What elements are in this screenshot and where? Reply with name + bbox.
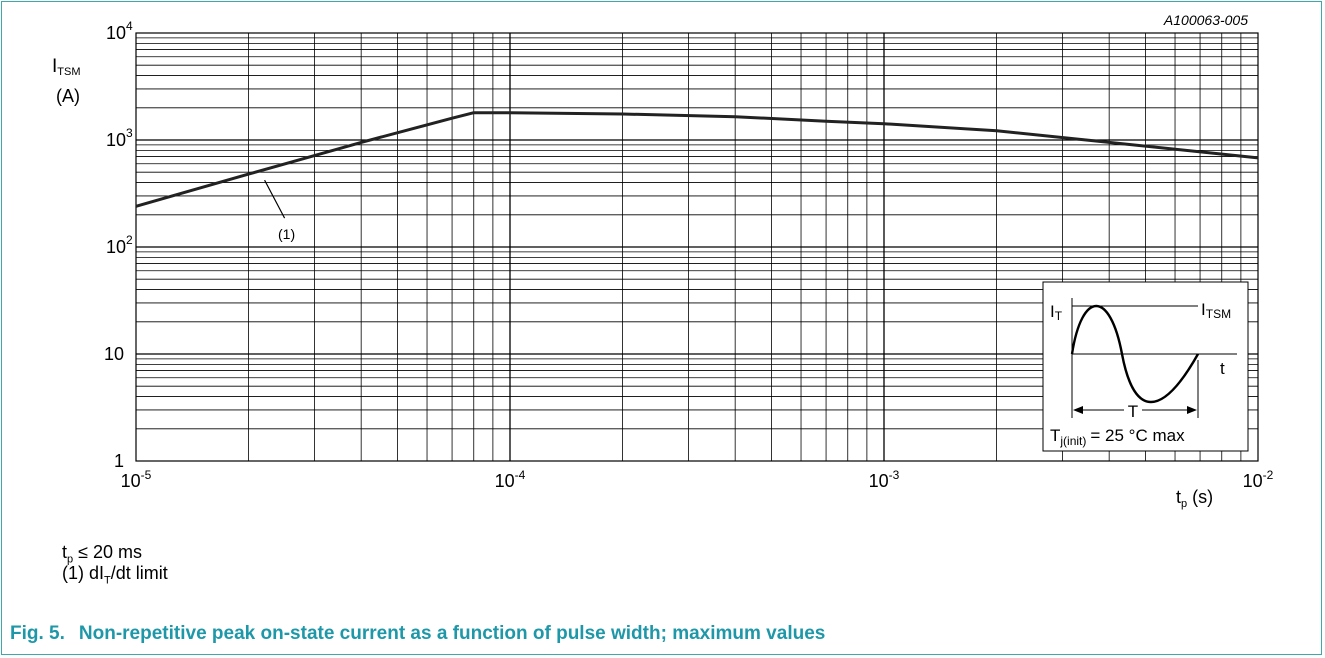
y-axis-unit: (A) — [56, 86, 80, 106]
plot-area-frame — [135, 32, 1259, 462]
figure-caption-label: Fig. 5. — [10, 623, 65, 644]
x-tick-label: 10-2 — [1243, 468, 1274, 491]
inset-tj-sub: j(init) — [1059, 434, 1086, 448]
x-axis-label-unit: (s) — [1192, 487, 1213, 507]
y-axis-label-main: I — [52, 56, 57, 77]
annotation-label: (1) — [278, 226, 295, 242]
note-didt-limit: (1) dIT/dt limit — [62, 563, 168, 587]
note-didt-pre: (1) dI — [62, 563, 105, 583]
annotation-leader — [264, 179, 286, 219]
x-tick-label: 10-3 — [869, 468, 900, 491]
note-pulse-width-main: t — [62, 542, 68, 562]
inset-tj-rest: = 25 °C max — [1090, 426, 1185, 445]
note-didt-rest: /dt limit — [110, 563, 168, 583]
note-pulse-width-rest: ≤ 20 ms — [78, 542, 143, 562]
y-tick-label: 1 — [114, 451, 124, 471]
y-tick-label: 104 — [106, 19, 133, 43]
x-tick-label: 10-4 — [495, 468, 526, 491]
inset-it-main: I — [1050, 302, 1055, 321]
note-didt-sub: T — [104, 574, 111, 587]
inset-tj-main: T — [1050, 426, 1060, 445]
inset-period-label-bg — [1124, 401, 1142, 419]
y-tick-label: 103 — [106, 126, 133, 150]
figure-caption-text: Non-repetitive peak on-state current as … — [78, 623, 826, 644]
inset-tj-label: Tj(init) = 25 °C max — [1050, 426, 1185, 448]
x-tick-label: 10-5 — [121, 468, 152, 491]
inset-t-label: t — [1220, 359, 1225, 378]
figure-id: A100063-005 — [1163, 12, 1248, 28]
inset-sine-wave — [1070, 305, 1200, 403]
waveform-inset: T IT ITSM t Tj(init) = 25 °C max — [1042, 281, 1249, 452]
y-axis-label-sub: TSM — [57, 66, 80, 78]
inset-itsm-main: I — [1201, 300, 1206, 319]
grid — [136, 33, 1258, 461]
y-tick-label: 10 — [104, 344, 124, 364]
inset-period-label: T — [1128, 402, 1138, 421]
x-axis-label-sub: p — [1181, 498, 1187, 510]
inset-itsm-sub: TSM — [1206, 307, 1231, 321]
note-pulse-width: tp ≤ 20 ms — [62, 542, 142, 566]
figure-caption: Fig. 5. Non-repetitive peak on-state curr… — [10, 623, 825, 645]
series-line — [135, 111, 1259, 208]
inset-arrow-left — [1073, 406, 1083, 414]
y-tick-label: 102 — [106, 233, 133, 257]
inset-box — [1042, 281, 1249, 452]
inset-arrow-right — [1187, 406, 1197, 414]
x-axis-label: tp (s) — [1176, 487, 1213, 510]
inset-it-sub: T — [1055, 309, 1063, 323]
x-axis-label-main: t — [1176, 487, 1181, 507]
y-axis-label: ITSM — [52, 56, 81, 78]
series-layer: (1) — [135, 111, 1259, 242]
note-pulse-width-sub: p — [67, 553, 74, 566]
inset-it-label: IT — [1050, 302, 1063, 323]
inset-itsm-label: ITSM — [1201, 300, 1231, 321]
